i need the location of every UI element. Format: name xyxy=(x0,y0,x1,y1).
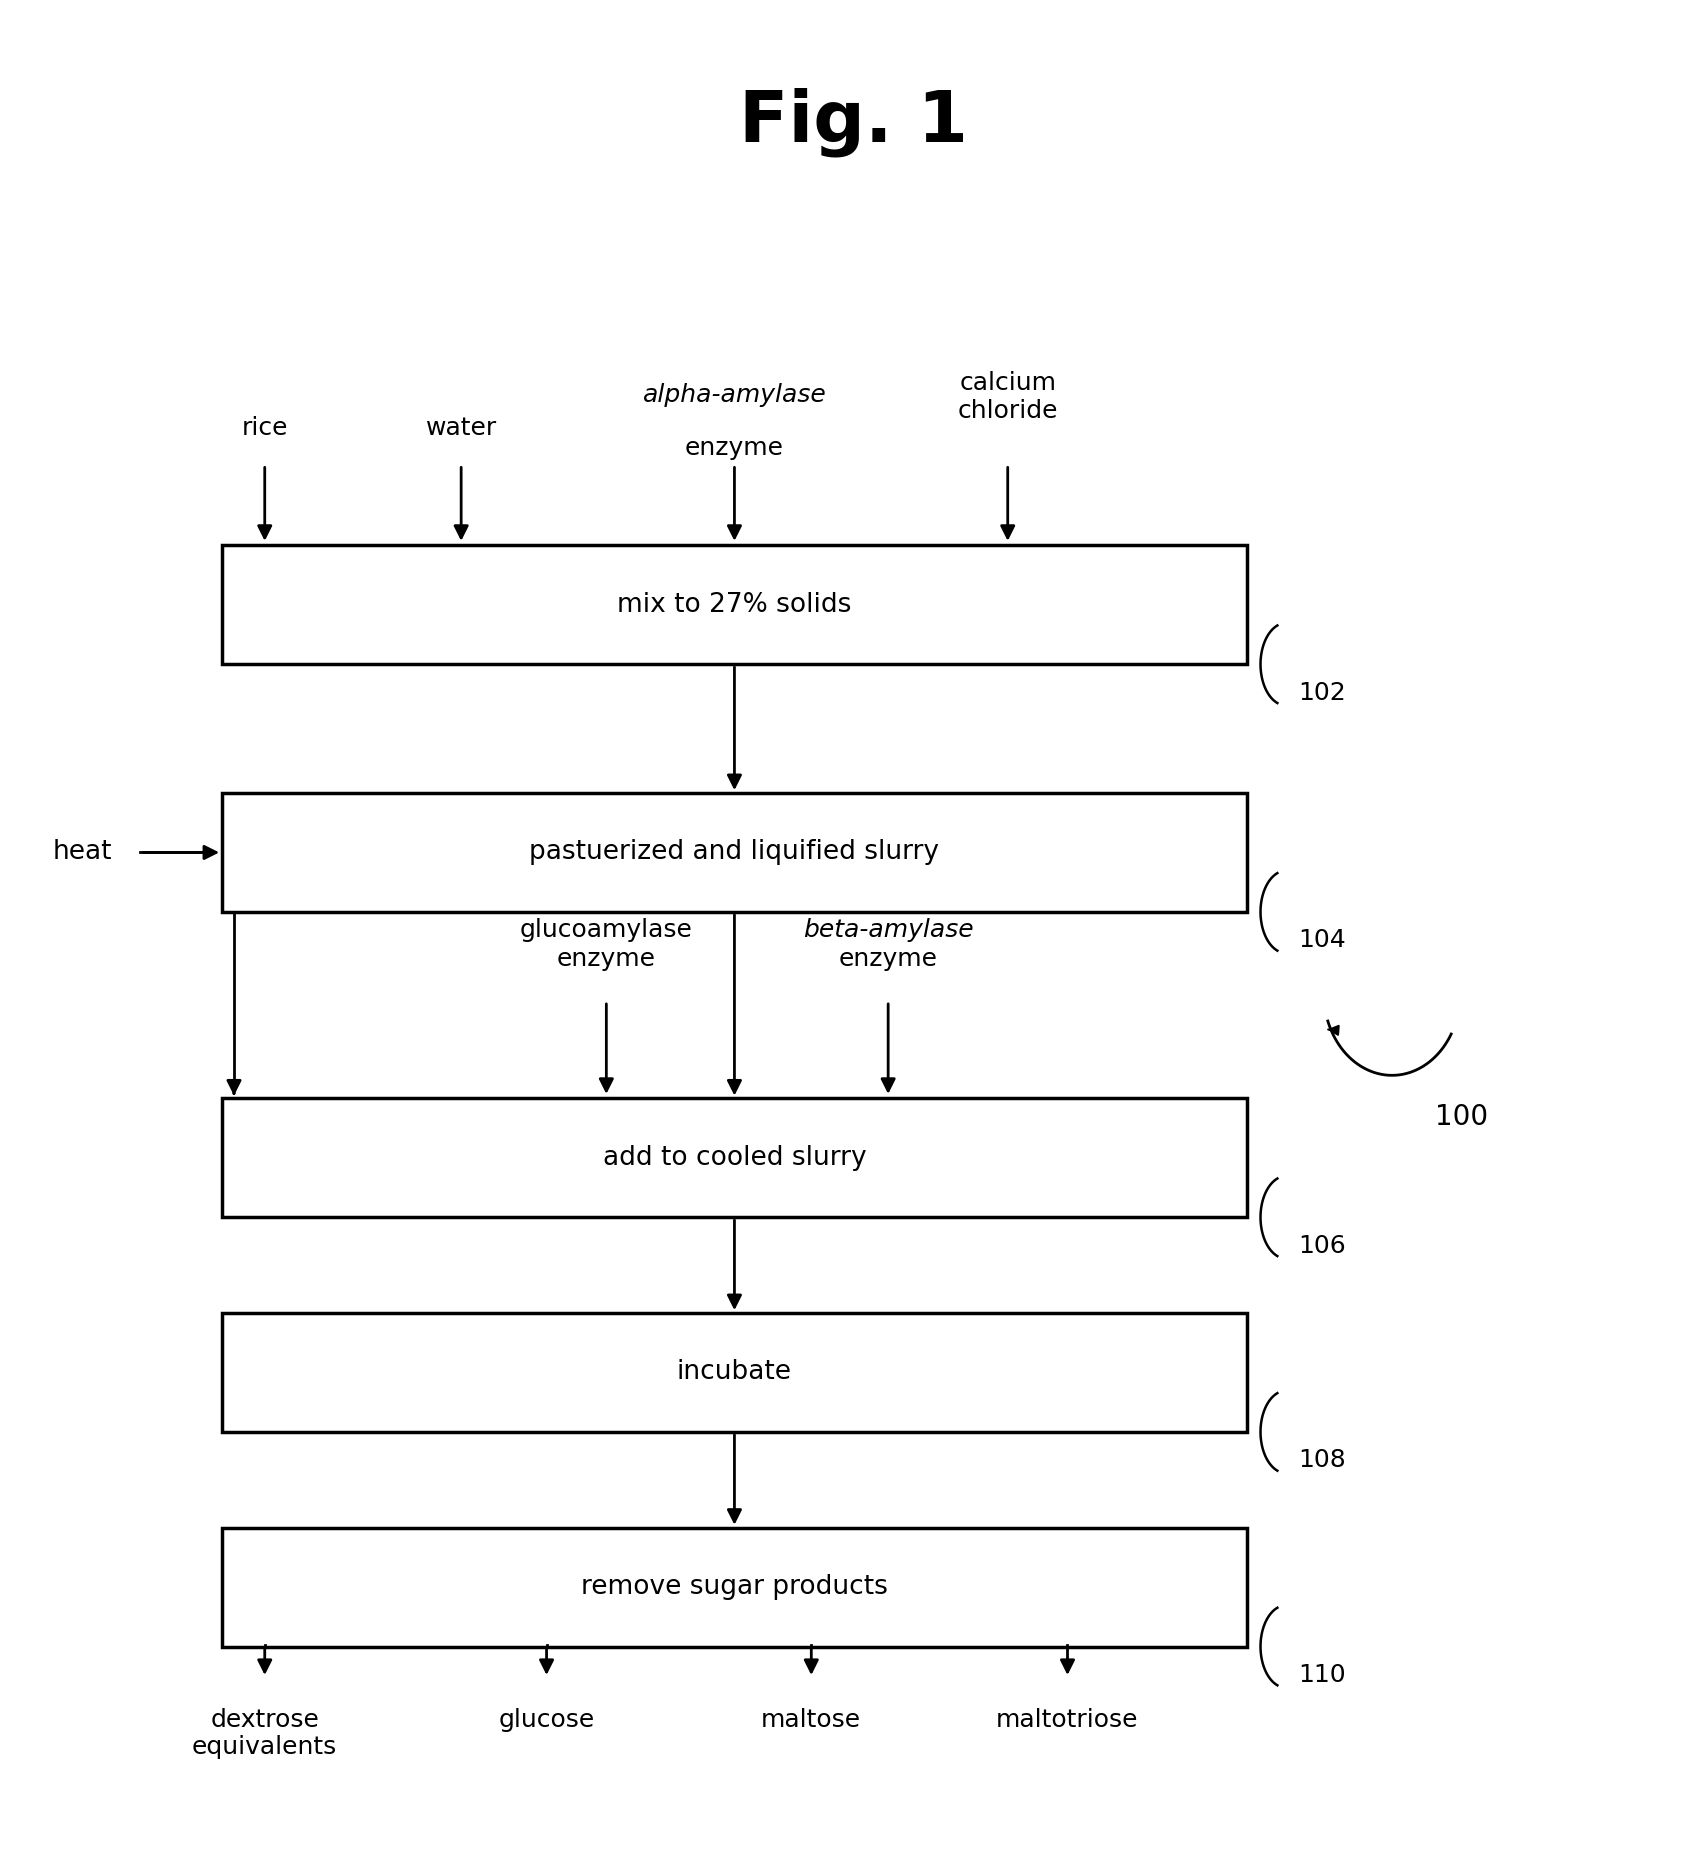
Text: enzyme: enzyme xyxy=(838,947,937,972)
Text: 108: 108 xyxy=(1297,1448,1345,1473)
Text: maltose: maltose xyxy=(761,1707,860,1732)
Text: glucoamylase: glucoamylase xyxy=(519,917,693,942)
Text: incubate: incubate xyxy=(676,1360,792,1386)
Text: Fig. 1: Fig. 1 xyxy=(739,86,968,158)
Text: 100: 100 xyxy=(1434,1103,1487,1131)
Text: maltotriose: maltotriose xyxy=(995,1707,1139,1732)
Text: pastuerized and liquified slurry: pastuerized and liquified slurry xyxy=(529,839,939,865)
Bar xyxy=(222,1099,1246,1218)
Text: add to cooled slurry: add to cooled slurry xyxy=(603,1144,865,1171)
Text: beta-amylase: beta-amylase xyxy=(802,917,973,942)
Text: mix to 27% solids: mix to 27% solids xyxy=(616,591,852,617)
Text: 104: 104 xyxy=(1297,929,1345,953)
Text: remove sugar products: remove sugar products xyxy=(580,1574,888,1600)
Text: water: water xyxy=(425,416,497,439)
Text: calcium
chloride: calcium chloride xyxy=(958,371,1057,424)
Text: heat: heat xyxy=(53,839,111,865)
Text: enzyme: enzyme xyxy=(556,947,655,972)
Bar xyxy=(222,546,1246,664)
Text: glucose: glucose xyxy=(498,1707,594,1732)
Text: enzyme: enzyme xyxy=(685,435,784,460)
Text: 102: 102 xyxy=(1297,681,1345,705)
Text: 106: 106 xyxy=(1297,1234,1345,1257)
Text: alpha-amylase: alpha-amylase xyxy=(642,383,826,407)
Text: 110: 110 xyxy=(1297,1662,1345,1687)
Bar xyxy=(222,1313,1246,1431)
Bar xyxy=(222,794,1246,912)
Text: rice: rice xyxy=(241,416,288,439)
Text: dextrose
equivalents: dextrose equivalents xyxy=(191,1707,338,1760)
Bar xyxy=(222,1527,1246,1647)
